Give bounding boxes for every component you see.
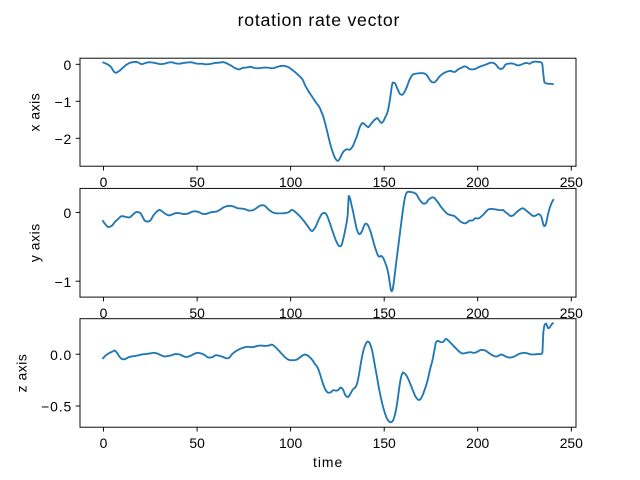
- svg-text:0: 0: [63, 57, 72, 73]
- svg-text:200: 200: [466, 435, 489, 451]
- svg-text:time: time: [313, 454, 343, 470]
- svg-text:−0.5: −0.5: [41, 399, 72, 415]
- svg-text:0.0: 0.0: [50, 347, 72, 363]
- svg-text:100: 100: [279, 305, 302, 321]
- svg-text:0: 0: [100, 305, 108, 321]
- svg-text:150: 150: [373, 305, 396, 321]
- svg-text:250: 250: [560, 435, 583, 451]
- svg-text:200: 200: [466, 305, 489, 321]
- svg-text:200: 200: [466, 174, 489, 190]
- svg-text:−1: −1: [54, 274, 72, 290]
- svg-text:−1: −1: [54, 94, 72, 110]
- svg-text:50: 50: [189, 435, 205, 451]
- svg-text:100: 100: [279, 174, 302, 190]
- svg-text:−2: −2: [54, 131, 72, 147]
- svg-text:x axis: x axis: [26, 93, 42, 132]
- svg-text:0: 0: [100, 435, 108, 451]
- svg-text:50: 50: [189, 305, 205, 321]
- svg-text:z axis: z axis: [14, 354, 30, 393]
- svg-text:rotation rate vector: rotation rate vector: [238, 10, 400, 30]
- svg-text:250: 250: [560, 305, 583, 321]
- svg-text:0: 0: [63, 205, 72, 221]
- svg-text:150: 150: [373, 435, 396, 451]
- svg-text:250: 250: [560, 174, 583, 190]
- svg-text:y axis: y axis: [26, 223, 42, 262]
- svg-text:150: 150: [373, 174, 396, 190]
- svg-text:0: 0: [100, 174, 108, 190]
- svg-text:100: 100: [279, 435, 302, 451]
- svg-text:50: 50: [189, 174, 205, 190]
